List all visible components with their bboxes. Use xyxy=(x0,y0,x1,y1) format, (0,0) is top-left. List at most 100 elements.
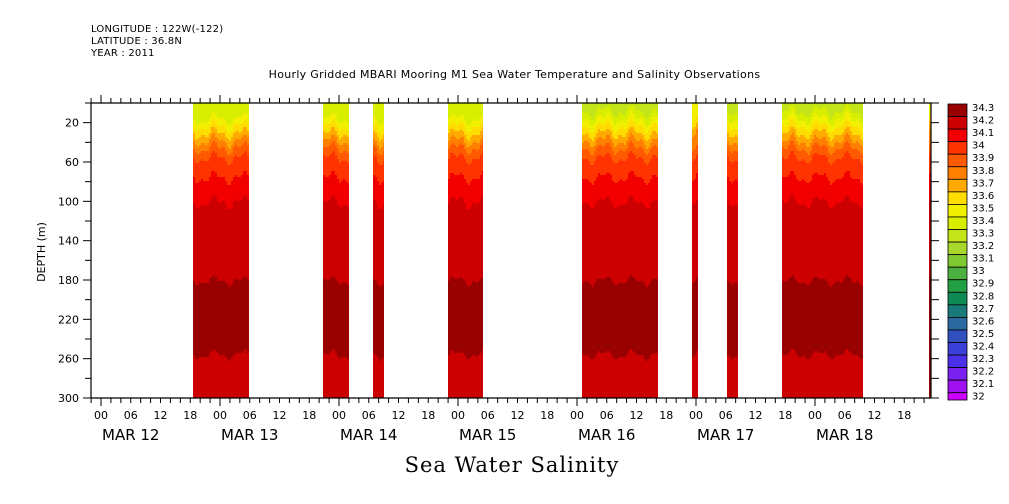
data-cell xyxy=(584,135,586,141)
data-cell xyxy=(836,159,838,179)
data-cell xyxy=(373,279,375,353)
data-cell xyxy=(784,111,786,119)
data-cell xyxy=(782,157,784,177)
data-cell xyxy=(852,103,854,113)
data-cell xyxy=(197,147,199,155)
data-cell xyxy=(790,127,792,135)
data-cell xyxy=(628,173,630,197)
data-cell xyxy=(654,117,656,123)
data-cell xyxy=(458,131,460,139)
data-cell xyxy=(844,197,846,277)
data-cell xyxy=(375,281,377,355)
data-cell xyxy=(640,125,642,133)
data-cell xyxy=(694,119,696,127)
data-cell xyxy=(233,355,235,398)
data-cell xyxy=(632,153,634,171)
data-cell xyxy=(737,161,738,181)
data-cell xyxy=(582,149,584,159)
data-cell xyxy=(227,359,229,398)
data-cell xyxy=(237,103,239,117)
data-cell xyxy=(794,129,796,137)
data-cell xyxy=(211,153,213,171)
data-cell xyxy=(824,137,826,145)
data-cell xyxy=(854,355,856,398)
data-cell xyxy=(622,357,624,398)
x-hour-tick-label: 00 xyxy=(213,409,227,422)
data-cell xyxy=(377,285,379,357)
data-cell xyxy=(223,125,225,133)
data-cell xyxy=(454,137,456,145)
data-cell xyxy=(812,117,814,123)
data-cell xyxy=(628,277,630,351)
data-cell xyxy=(830,103,832,119)
data-cell xyxy=(834,181,836,205)
data-cell xyxy=(836,111,838,119)
data-cell xyxy=(632,143,634,153)
data-cell xyxy=(448,159,450,179)
data-cell xyxy=(606,153,608,173)
data-cell xyxy=(377,103,379,123)
data-cell xyxy=(612,181,614,205)
data-cell xyxy=(624,151,626,161)
data-cell xyxy=(622,283,624,357)
data-cell xyxy=(383,121,384,129)
data-cell xyxy=(241,103,243,115)
data-cell xyxy=(802,203,804,283)
data-cell xyxy=(733,181,735,205)
data-cell xyxy=(241,137,243,145)
data-cell xyxy=(856,149,858,159)
data-cell xyxy=(798,145,800,151)
data-cell xyxy=(197,155,199,163)
data-cell xyxy=(458,353,460,398)
data-cell xyxy=(692,283,694,357)
data-cell xyxy=(632,351,634,398)
data-cell xyxy=(788,145,790,155)
data-cell xyxy=(784,141,786,149)
data-cell xyxy=(694,203,696,281)
data-cell xyxy=(341,181,343,207)
data-cell xyxy=(381,133,383,139)
data-cell xyxy=(652,123,654,131)
data-cell xyxy=(616,103,618,117)
data-cell xyxy=(590,117,592,125)
data-cell xyxy=(205,137,207,145)
data-cell xyxy=(696,103,698,115)
data-cell xyxy=(634,139,636,147)
data-cell xyxy=(808,133,810,139)
data-cell xyxy=(858,151,860,159)
data-cell xyxy=(215,143,217,153)
x-day-label: MAR 18 xyxy=(816,426,873,444)
data-cell xyxy=(929,145,931,153)
data-cell xyxy=(219,103,221,119)
data-cell xyxy=(335,131,337,137)
data-cell xyxy=(325,177,327,201)
data-cell xyxy=(241,199,243,279)
data-cell xyxy=(636,177,638,203)
colorbar-swatch xyxy=(947,191,968,205)
data-cell xyxy=(345,103,347,121)
data-cell xyxy=(584,113,586,119)
data-cell xyxy=(616,117,618,123)
data-cell xyxy=(642,113,644,119)
data-cell xyxy=(327,103,329,117)
data-cell xyxy=(345,121,347,129)
data-cell xyxy=(620,143,622,149)
data-cell xyxy=(325,125,327,133)
data-cell xyxy=(634,155,636,175)
data-cell xyxy=(245,171,247,195)
data-cell xyxy=(735,283,737,357)
data-cell xyxy=(229,141,231,149)
data-cell xyxy=(624,145,626,151)
data-cell xyxy=(602,353,604,398)
data-cell xyxy=(215,197,217,277)
data-cell xyxy=(792,119,794,127)
data-cell xyxy=(632,105,634,113)
data-cell xyxy=(630,171,632,195)
data-cell xyxy=(822,123,824,129)
data-cell xyxy=(602,117,604,125)
data-cell xyxy=(860,163,862,183)
data-cell xyxy=(634,103,636,109)
data-cell xyxy=(373,155,375,175)
data-cell xyxy=(804,161,806,181)
data-cell xyxy=(454,353,456,398)
